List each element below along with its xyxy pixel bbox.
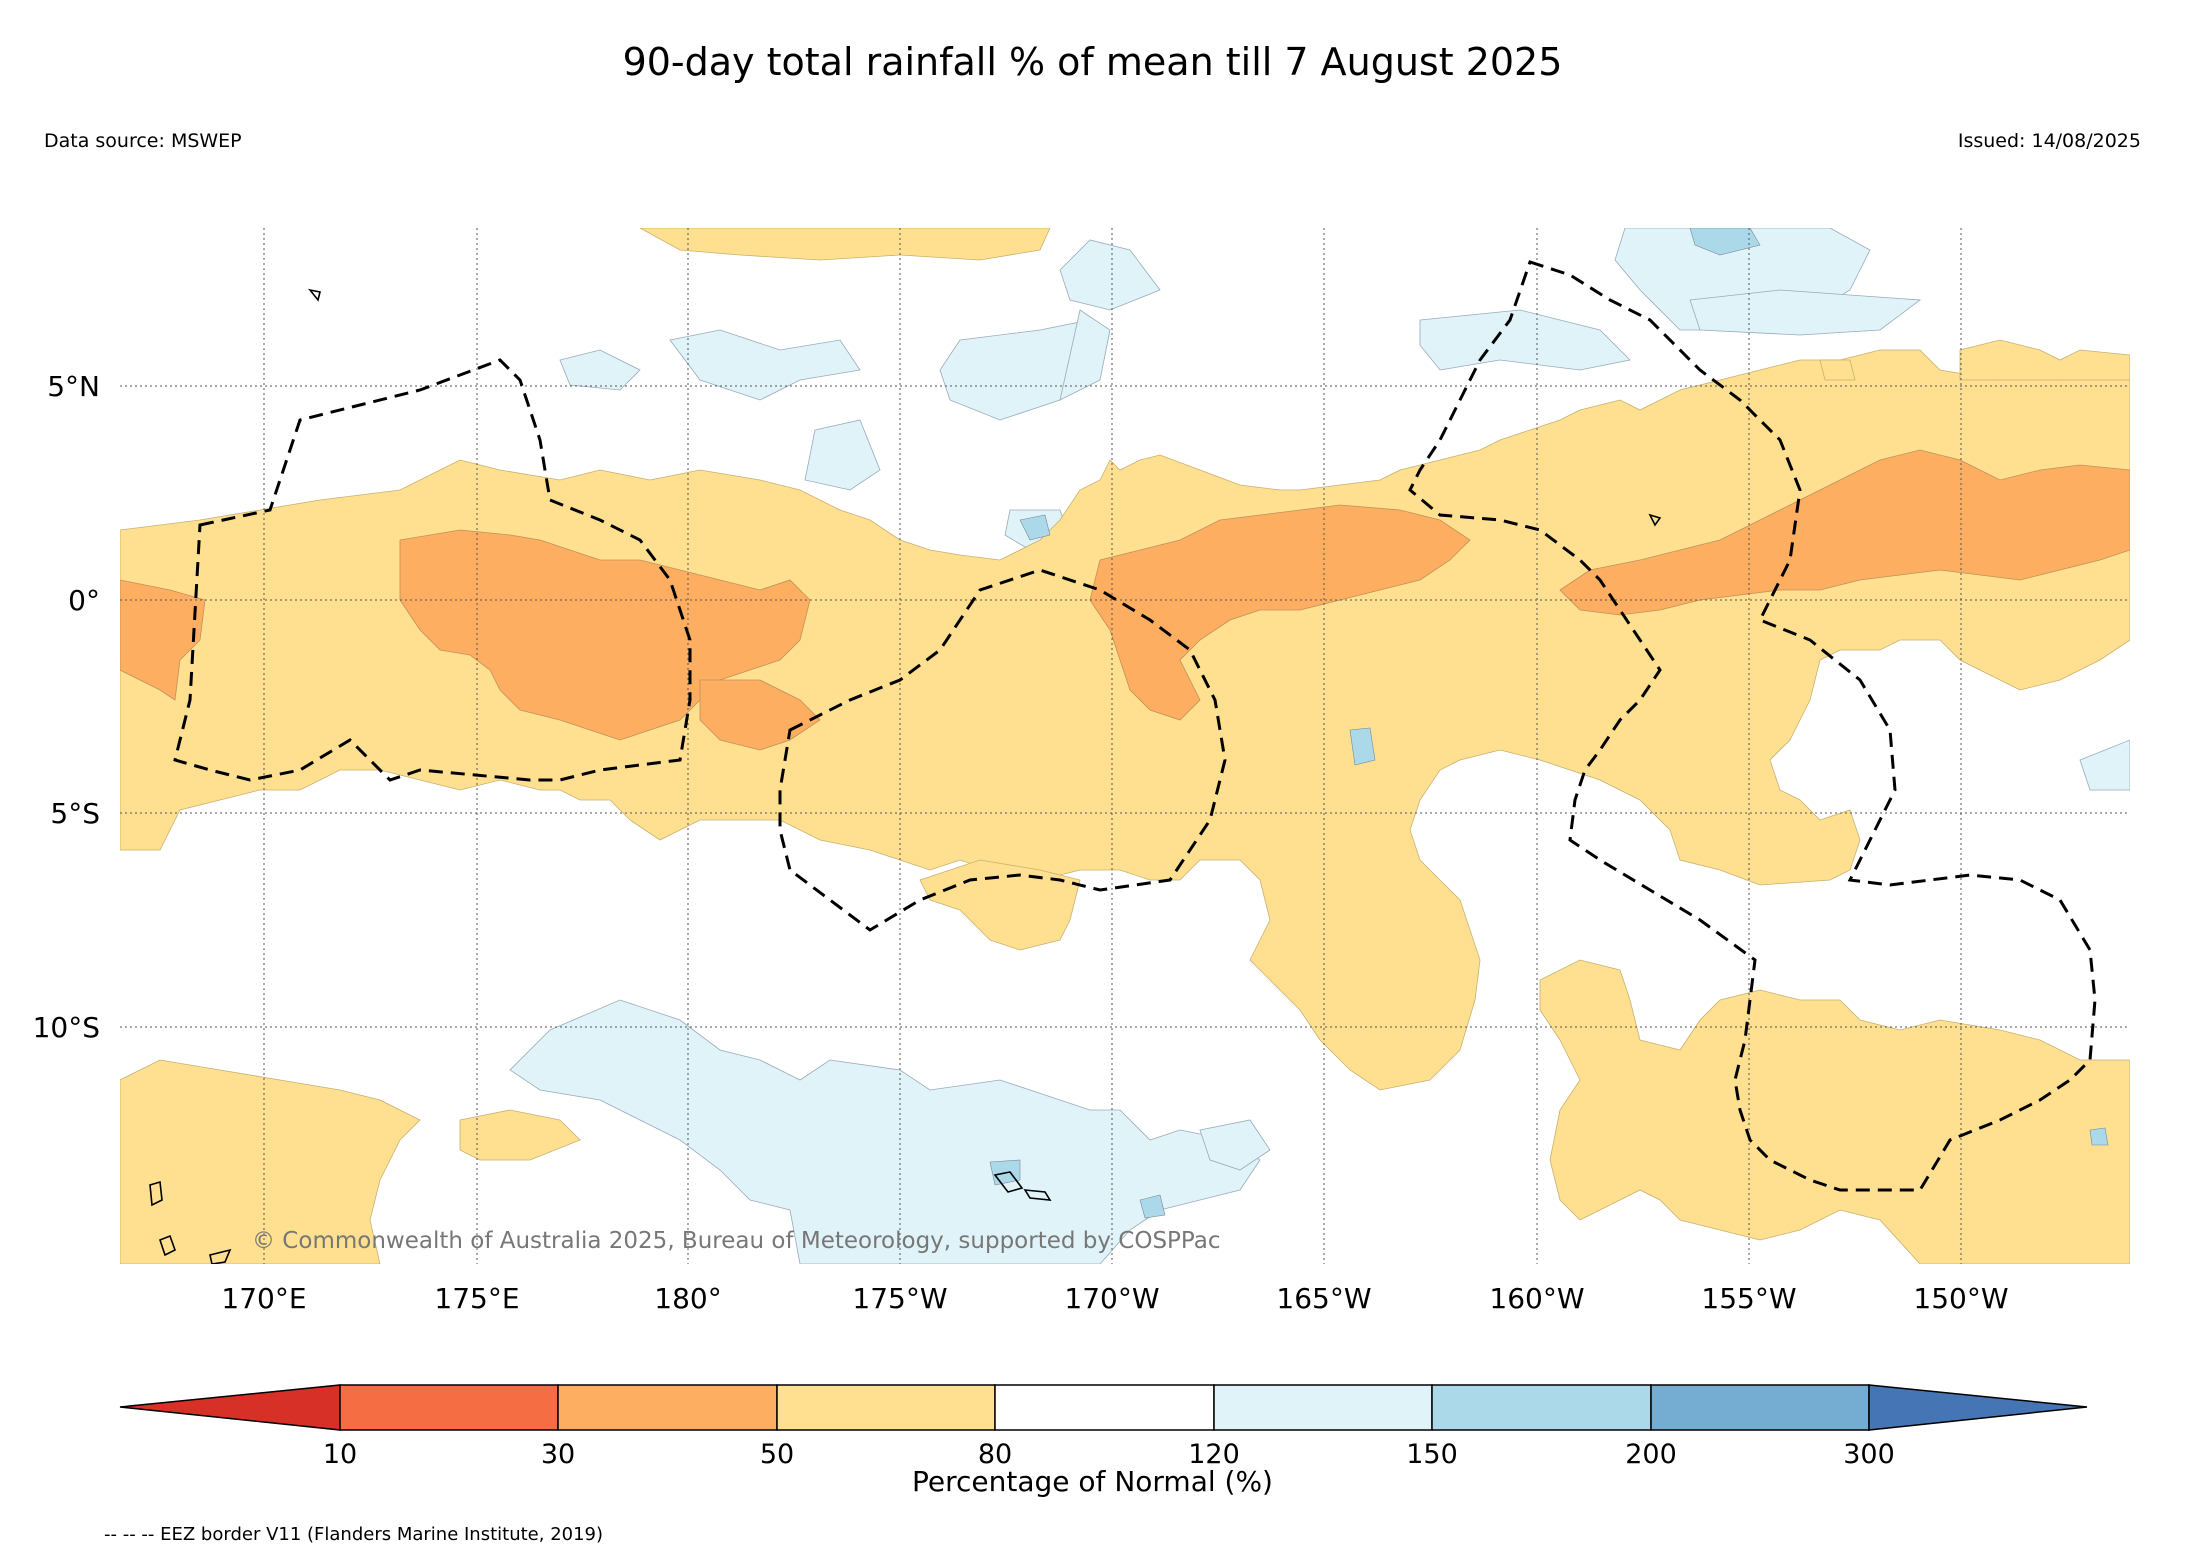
colorbar-segment-200-300: [1650, 1384, 1870, 1431]
lat-label-5s: 5°S: [50, 797, 100, 830]
colorbar-segment-150-200: [1431, 1384, 1652, 1431]
lat-label-0: 0°: [68, 584, 100, 617]
colorbar-segment-lt10: [119, 1384, 341, 1431]
eez-legend-note: -- -- -- EEZ border V11 (Flanders Marine…: [104, 1524, 604, 1545]
colorbar-label: Percentage of Normal (%): [912, 1465, 1273, 1498]
colorbar-tick-150: 150: [1406, 1439, 1458, 1470]
colorbar-tick-120: 120: [1188, 1439, 1240, 1470]
colorbar-tick-300: 300: [1843, 1439, 1895, 1470]
colorbar-tick-30: 30: [541, 1439, 575, 1470]
colorbar-tick-50: 50: [760, 1439, 794, 1470]
lon-label-155w: 155°W: [1701, 1282, 1796, 1315]
lon-label-175e: 175°E: [434, 1282, 519, 1315]
lat-label-5n: 5°N: [47, 370, 100, 403]
map-title: 90-day total rainfall % of mean till 7 A…: [622, 40, 1563, 84]
lon-label-160w: 160°W: [1489, 1282, 1584, 1315]
colorbar-segment-gt300: [1868, 1384, 2088, 1431]
copyright-notice: © Commonwealth of Australia 2025, Bureau…: [252, 1228, 1221, 1254]
lon-label-175w: 175°W: [852, 1282, 947, 1315]
dry-50-80-regions: [120, 228, 2130, 1264]
lon-label-180: 180°: [654, 1282, 721, 1315]
lon-label-165w: 165°W: [1276, 1282, 1371, 1315]
lon-label-170w: 170°W: [1064, 1282, 1159, 1315]
colorbar-ticks: 10 30 50 80 120 150 200 300: [323, 1439, 1895, 1470]
lon-label-150w: 150°W: [1913, 1282, 2008, 1315]
longitude-labels: 170°E 175°E 180° 175°W 170°W 165°W 160°W…: [221, 1282, 2008, 1315]
colorbar-tick-10: 10: [323, 1439, 357, 1470]
colorbar-segment-10-30: [339, 1384, 559, 1431]
graticule: [120, 228, 2130, 1264]
colorbar-tick-80: 80: [978, 1439, 1012, 1470]
lon-label-170e: 170°E: [221, 1282, 306, 1315]
colorbar-tick-200: 200: [1625, 1439, 1677, 1470]
map-frame: [120, 228, 2130, 1264]
lat-label-10s: 10°S: [33, 1011, 100, 1044]
island-outlines: [149, 288, 1662, 1264]
colorbar-segment-80-120: [994, 1384, 1215, 1431]
issued-date-label: Issued: 14/08/2025: [1957, 130, 2141, 152]
colorbar-segment-50-80: [776, 1384, 996, 1431]
data-source-label: Data source: MSWEP: [44, 130, 242, 152]
latitude-labels: 5°N 0° 5°S 10°S: [33, 370, 100, 1044]
colorbar-segment-120-150: [1213, 1384, 1433, 1431]
eez-borders: [173, 260, 2097, 1192]
colorbar-segment-30-50: [557, 1384, 778, 1431]
colorbar: [119, 1384, 2088, 1431]
